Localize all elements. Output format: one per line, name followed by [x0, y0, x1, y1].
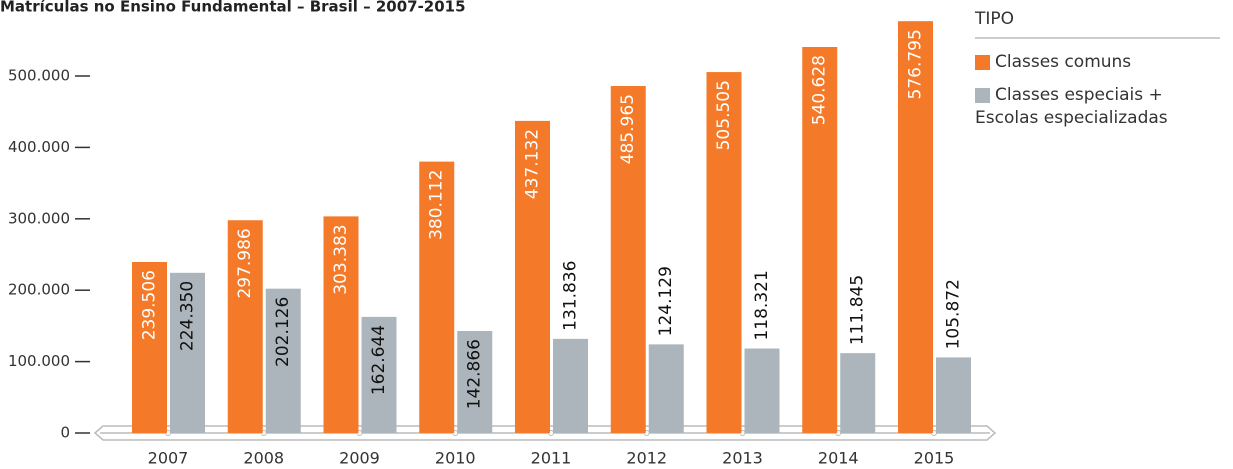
legend-title: TIPO	[975, 9, 1015, 29]
bar	[648, 344, 684, 433]
x-tick-label: 2007	[148, 449, 189, 468]
data-label: 131.836	[561, 261, 581, 331]
bar	[515, 120, 550, 433]
x-tick-label: 2011	[531, 449, 572, 468]
legend-label: Classes especiais + Escolas especializad…	[975, 85, 1168, 128]
bar	[802, 46, 838, 433]
x-tick-label: 2014	[818, 449, 859, 468]
y-tick-label: 400.000	[8, 138, 70, 156]
data-label: 437.132	[523, 129, 543, 199]
y-tick-label: 300.000	[8, 209, 70, 227]
bar	[840, 353, 876, 433]
bar	[706, 72, 742, 433]
bar	[170, 272, 205, 433]
bar	[553, 338, 588, 433]
bar	[610, 86, 646, 433]
data-label: 105.872	[944, 279, 964, 349]
chart-title: Matrículas no Ensino Fundamental – Brasi…	[0, 0, 466, 16]
y-tick-label: 500.000	[8, 67, 70, 85]
x-tick-label: 2009	[339, 449, 380, 468]
data-label: 303.383	[331, 224, 351, 294]
data-label: 485.965	[618, 94, 638, 164]
data-label: 239.506	[140, 270, 160, 340]
legend-label: Classes comuns	[995, 52, 1132, 72]
y-tick-label: 100.000	[8, 352, 70, 370]
data-label: 202.126	[273, 297, 293, 367]
data-label: 111.845	[848, 275, 868, 345]
bar	[419, 161, 455, 433]
y-tick-label: 0	[60, 424, 70, 442]
bar	[744, 348, 780, 433]
data-label: 540.628	[810, 55, 830, 125]
data-label: 380.112	[427, 170, 447, 240]
data-label: 224.350	[178, 281, 198, 351]
bar	[361, 316, 397, 433]
x-tick-label: 2013	[722, 449, 763, 468]
legend-swatch	[975, 55, 990, 70]
x-axis-band	[93, 425, 997, 441]
x-tick-label: 2008	[243, 449, 284, 468]
bar	[265, 288, 301, 433]
bar	[457, 330, 493, 433]
data-label: 124.129	[656, 266, 676, 336]
x-tick-label: 2015	[914, 449, 955, 468]
legend-swatch	[975, 88, 990, 103]
bar	[132, 261, 167, 433]
bar	[323, 216, 359, 433]
data-label: 576.795	[906, 29, 926, 99]
x-tick-label: 2010	[435, 449, 476, 468]
bar	[936, 357, 971, 433]
data-label: 118.321	[752, 270, 772, 340]
bar	[227, 220, 263, 433]
x-tick-label: 2012	[626, 449, 667, 468]
bar	[898, 21, 933, 434]
data-label: 162.644	[369, 325, 389, 395]
y-tick-label: 200.000	[8, 281, 70, 299]
data-label: 142.866	[465, 339, 485, 409]
data-label: 297.986	[235, 228, 255, 298]
data-label: 505.505	[714, 80, 734, 150]
